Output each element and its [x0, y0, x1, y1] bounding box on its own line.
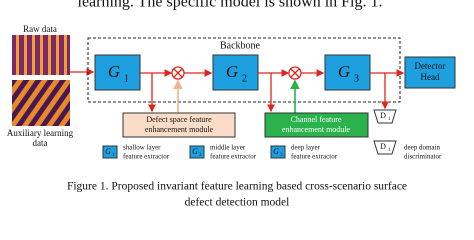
legend-icon-sub: 1: [112, 153, 115, 158]
module-label: enhancement module: [145, 125, 214, 134]
legend-text: feature extractor: [123, 153, 170, 161]
disc-label: D: [380, 111, 386, 120]
legend-text: deep layer: [291, 144, 321, 152]
node-sub: 3: [354, 73, 359, 84]
node-sub: 2: [242, 73, 247, 84]
node-label: G: [226, 62, 238, 81]
detector-head: [404, 56, 456, 89]
legend-icon-label: D: [380, 142, 386, 151]
legend-text: middle layer: [210, 144, 246, 152]
legend-text: feature extractor: [210, 153, 257, 161]
legend-icon-sub: 3: [280, 153, 283, 158]
legend-icon-sub: 2: [199, 153, 202, 158]
module-box: [122, 112, 236, 138]
arrows: [140, 66, 405, 113]
header-text: learning. The specific model is shown in…: [78, 0, 383, 11]
module-box: [264, 112, 369, 138]
backbone-box: [87, 37, 401, 103]
module-label: Defect space feature: [146, 115, 212, 124]
legend-icon-label: G: [192, 147, 198, 156]
legend-text: deep domain: [404, 144, 440, 152]
legend-icon-sub: 1: [388, 148, 391, 153]
legend-icon-label: G: [105, 147, 111, 156]
module-label: Channel feature: [291, 115, 342, 124]
figure: learning. The specific model is shown in…: [7, 0, 456, 209]
legend-text: discriminator: [404, 153, 442, 161]
legend-icon: [189, 145, 205, 159]
legend-text: feature extractor: [291, 153, 338, 161]
node-label: Detector: [415, 61, 446, 71]
caption: defect detection model: [185, 197, 290, 209]
input-label: Raw data: [23, 24, 57, 34]
legend-icon: [270, 145, 286, 159]
g-block: G 1 G 2 G 3: [94, 54, 371, 91]
legend-icon: [102, 145, 118, 159]
node-label: G: [108, 62, 120, 81]
legend-icon: [373, 140, 397, 155]
legend-text: shallow layer: [123, 144, 161, 152]
node-sub: 1: [124, 73, 129, 84]
raw-image: [12, 35, 70, 75]
module-label: enhancement module: [282, 125, 351, 134]
node-label: G: [338, 62, 350, 81]
aux-image: [12, 80, 70, 126]
backbone-label: Backbone: [220, 40, 261, 51]
input-label: Auxiliary learning: [7, 128, 74, 138]
legend-icon-label: G: [273, 147, 279, 156]
input-label: data: [33, 138, 48, 148]
caption: Figure 1. Proposed invariant feature lea…: [67, 181, 407, 193]
node-label: Head: [421, 72, 440, 82]
disc-sub: 1: [388, 117, 391, 122]
discriminator: [373, 109, 397, 124]
